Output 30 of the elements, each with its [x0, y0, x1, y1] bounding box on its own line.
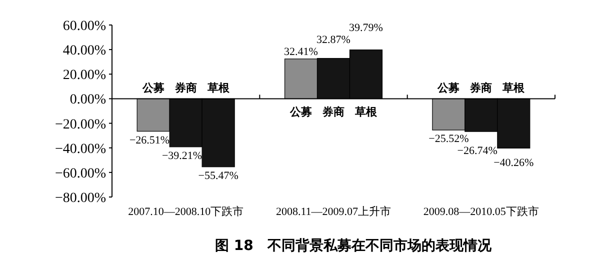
- text: −39.21%: [162, 150, 202, 162]
- text: −55.47%: [198, 170, 238, 182]
- text: 券商: [470, 82, 492, 95]
- text: 公募: [438, 82, 460, 95]
- y-tick-label: 20.00%: [62, 68, 106, 84]
- x-tick-label: 2009.08—2010.05下跌市: [423, 205, 539, 218]
- text: −25.52%: [428, 133, 469, 146]
- series-label: 公募: [141, 82, 164, 95]
- text: 草根: [502, 82, 525, 95]
- y-tick-label: 60.00%: [62, 19, 106, 34]
- x-tick-label: 2007.10—2008.10下跌市: [128, 205, 244, 218]
- text: 公募: [290, 106, 312, 119]
- text: −26.74%: [457, 145, 498, 158]
- series-label: 草根: [206, 82, 230, 95]
- text: 32.87%: [316, 34, 350, 46]
- text: 图 18 不同背景私募在不同市场的表现情况: [215, 237, 492, 254]
- text: 券商: [322, 106, 344, 119]
- series-label: 券商: [174, 82, 197, 95]
- text: 草根: [354, 106, 377, 119]
- y-tick-label: −20.00%: [54, 117, 106, 132]
- y-tick-label: −60.00%: [54, 166, 106, 182]
- text: 32.41%: [284, 46, 318, 58]
- y-tick-label: −40.00%: [54, 142, 106, 157]
- y-tick-label: −80.00%: [54, 191, 106, 206]
- text: −26.51%: [129, 134, 170, 146]
- y-tick-label: 40.00%: [62, 44, 106, 59]
- x-tick-label: 2008.11—2009.07上升市: [276, 205, 392, 218]
- y-tick-label: 0.00%: [70, 92, 106, 108]
- text: −40.26%: [494, 157, 534, 170]
- text: 39.79%: [349, 22, 383, 34]
